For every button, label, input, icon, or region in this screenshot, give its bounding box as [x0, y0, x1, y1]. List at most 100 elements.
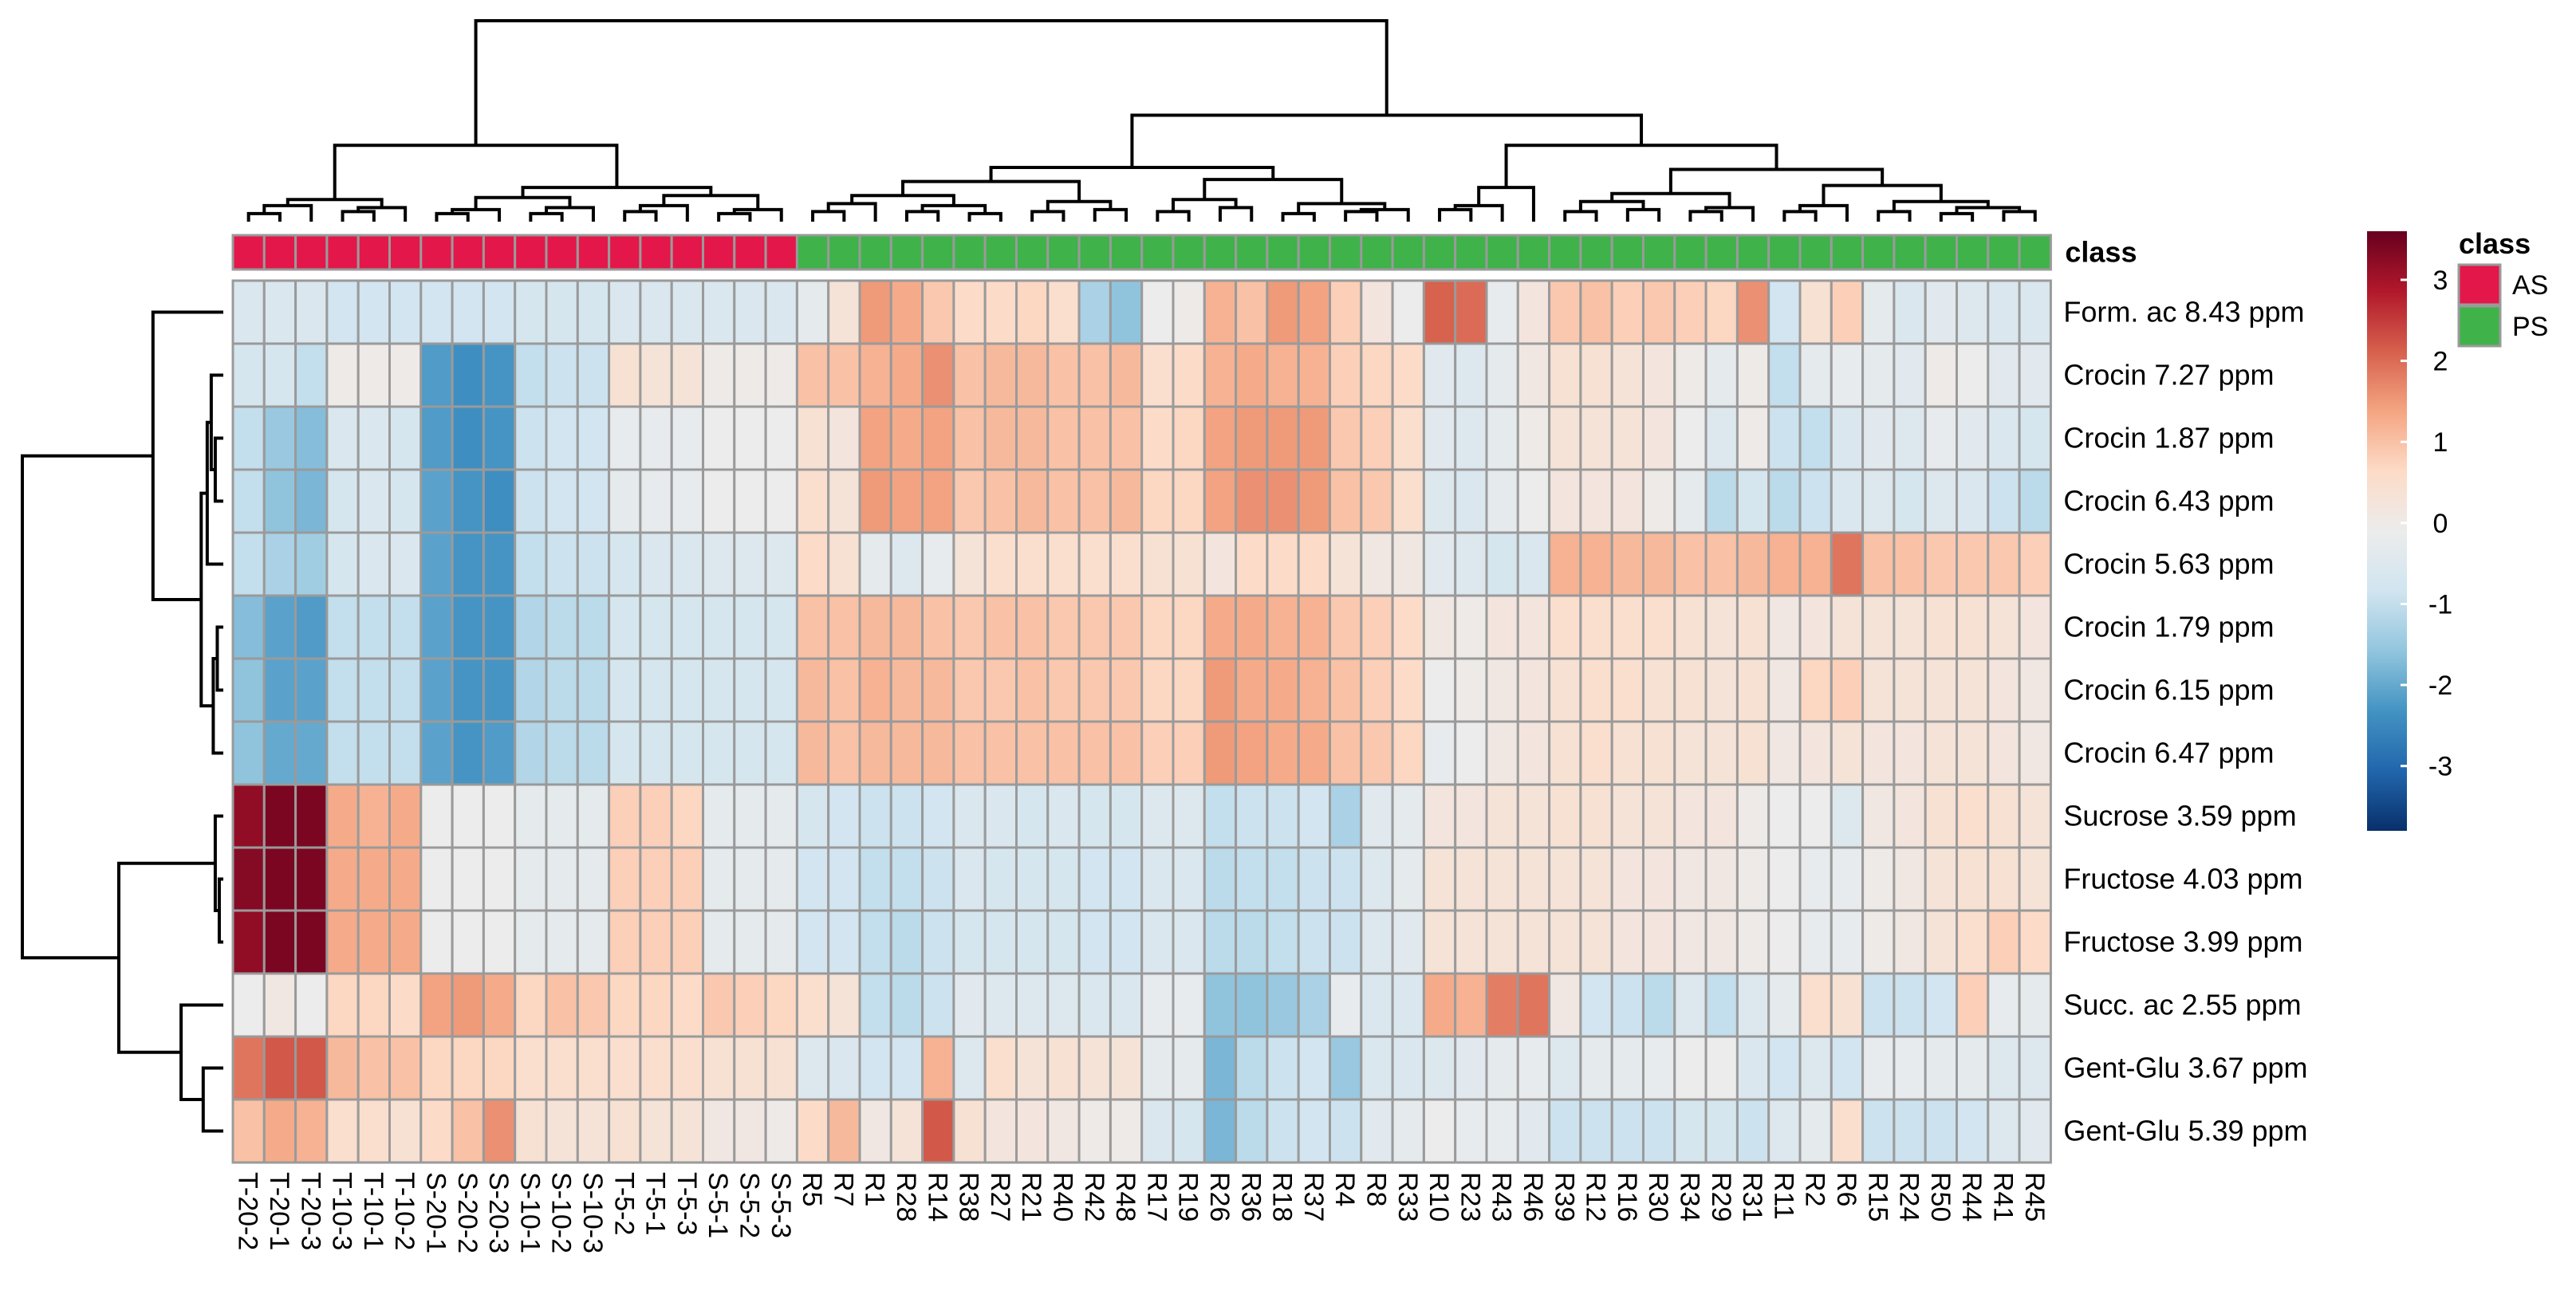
cell-crocin-6-43-ppm-r19	[1172, 468, 1206, 534]
cell-crocin-7-27-ppm-r15	[1861, 342, 1896, 408]
cell-fructose-4-03-ppm-s-5-2	[733, 846, 767, 912]
cell-sucrose-3-59-ppm-s-5-2	[733, 783, 767, 849]
cell-crocin-6-43-ppm-r41	[1987, 468, 2021, 534]
cell-crocin-6-43-ppm-t-10-2	[388, 468, 423, 534]
cell-fructose-3-99-ppm-t-5-1	[639, 909, 673, 975]
cell-crocin-7-27-ppm-r41	[1987, 342, 2021, 408]
col-label-r33: R33	[1392, 1172, 1423, 1222]
cell-crocin-5-63-ppm-r16	[1610, 531, 1644, 597]
cell-gent-glu-5-39-ppm-r39	[1548, 1098, 1582, 1164]
cell-fructose-3-99-ppm-r41	[1987, 909, 2021, 975]
cell-form-ac-8-43-ppm-r24	[1893, 279, 1927, 345]
cell-gent-glu-5-39-ppm-t-5-3	[670, 1098, 705, 1164]
cell-crocin-7-27-ppm-r29	[1704, 342, 1739, 408]
cell-sucrose-3-59-ppm-s-20-3	[482, 783, 517, 849]
cell-fructose-3-99-ppm-r44	[1956, 909, 1990, 975]
cell-crocin-7-27-ppm-t-20-2	[231, 342, 266, 408]
cell-sucrose-3-59-ppm-r38	[952, 783, 987, 849]
cell-sucrose-3-59-ppm-r2	[1798, 783, 1833, 849]
cell-fructose-3-99-ppm-r17	[1140, 909, 1175, 975]
dendrogram-branch	[209, 373, 223, 471]
cell-gent-glu-5-39-ppm-r46	[1516, 1098, 1551, 1164]
cell-crocin-6-47-ppm-r21	[1015, 720, 1050, 786]
cell-crocin-1-79-ppm-s-10-1	[514, 594, 548, 660]
cell-crocin-1-79-ppm-r14	[921, 594, 955, 660]
cell-form-ac-8-43-ppm-r19	[1172, 279, 1206, 345]
cell-gent-glu-5-39-ppm-t-10-1	[356, 1098, 392, 1164]
cell-succ-ac-2-55-ppm-r37	[1297, 972, 1331, 1038]
cell-fructose-3-99-ppm-r29	[1704, 909, 1739, 975]
cell-fructose-3-99-ppm-r10	[1422, 909, 1457, 975]
scale-tick-label: 0	[2433, 509, 2448, 539]
cell-fructose-4-03-ppm-r16	[1610, 846, 1644, 912]
cell-gent-glu-3-67-ppm-s-10-1	[514, 1035, 548, 1101]
cell-crocin-6-15-ppm-r2	[1798, 657, 1833, 723]
cell-crocin-6-43-ppm-r42	[1077, 468, 1112, 534]
cell-gent-glu-5-39-ppm-r24	[1893, 1098, 1927, 1164]
dendrogram-branch	[246, 211, 282, 222]
dendrogram-branch	[1798, 203, 1849, 222]
cell-crocin-7-27-ppm-r37	[1297, 342, 1331, 408]
cell-crocin-1-79-ppm-r44	[1956, 594, 1990, 660]
cell-crocin-7-27-ppm-r46	[1516, 342, 1551, 408]
color-scale-ticks: 3 2 1 0 -1 -2 -3	[2401, 266, 2452, 782]
cell-crocin-5-63-ppm-r33	[1391, 531, 1425, 597]
cell-crocin-1-87-ppm-r37	[1297, 405, 1331, 471]
cell-form-ac-8-43-ppm-t-5-2	[608, 279, 642, 345]
cell-crocin-7-27-ppm-r19	[1172, 342, 1206, 408]
cell-crocin-7-27-ppm-r48	[1109, 342, 1144, 408]
class-cell-r6	[1830, 234, 1865, 271]
col-label-r38: R38	[954, 1172, 984, 1222]
cell-crocin-5-63-ppm-t-20-2	[231, 531, 266, 597]
row-label-crocin-6-43-ppm: Crocin 6.43 ppm	[2063, 485, 2274, 517]
cell-crocin-6-47-ppm-r29	[1704, 720, 1739, 786]
cell-fructose-3-99-ppm-r38	[952, 909, 987, 975]
cell-succ-ac-2-55-ppm-s-10-2	[545, 972, 579, 1038]
cell-fructose-4-03-ppm-t-5-2	[608, 846, 642, 912]
cell-fructose-4-03-ppm-r17	[1140, 846, 1175, 912]
cell-form-ac-8-43-ppm-t-20-2	[231, 279, 266, 345]
cell-gent-glu-5-39-ppm-r28	[889, 1098, 924, 1164]
cell-sucrose-3-59-ppm-r21	[1015, 783, 1050, 849]
class-cell-r29	[1704, 234, 1739, 271]
cell-crocin-5-63-ppm-r27	[983, 531, 1018, 597]
cell-crocin-1-79-ppm-r28	[889, 594, 924, 660]
cell-crocin-6-47-ppm-s-5-2	[733, 720, 767, 786]
cell-fructose-4-03-ppm-r28	[889, 846, 924, 912]
cell-succ-ac-2-55-ppm-r24	[1893, 972, 1927, 1038]
cell-fructose-4-03-ppm-r31	[1735, 846, 1771, 912]
cell-fructose-3-99-ppm-s-10-3	[576, 909, 611, 975]
cell-crocin-6-47-ppm-r46	[1516, 720, 1551, 786]
cell-succ-ac-2-55-ppm-s-5-3	[764, 972, 798, 1038]
cell-sucrose-3-59-ppm-r31	[1735, 783, 1771, 849]
cell-gent-glu-3-67-ppm-s-20-3	[482, 1035, 517, 1101]
scale-tick-label: 1	[2433, 427, 2448, 458]
cell-crocin-7-27-ppm-r38	[952, 342, 987, 408]
cell-sucrose-3-59-ppm-s-10-2	[545, 783, 579, 849]
cell-crocin-6-47-ppm-t-10-2	[388, 720, 423, 786]
cell-form-ac-8-43-ppm-r2	[1798, 279, 1833, 345]
cell-crocin-6-43-ppm-r8	[1360, 468, 1394, 534]
cell-crocin-6-43-ppm-r18	[1266, 468, 1300, 534]
cell-form-ac-8-43-ppm-r37	[1297, 279, 1331, 345]
cell-crocin-1-79-ppm-r31	[1735, 594, 1771, 660]
class-cell-t-5-3	[670, 234, 705, 271]
cell-crocin-1-87-ppm-r26	[1203, 405, 1238, 471]
cell-fructose-3-99-ppm-r30	[1642, 909, 1676, 975]
cell-sucrose-3-59-ppm-s-10-3	[576, 783, 611, 849]
cell-crocin-6-15-ppm-r10	[1422, 657, 1457, 723]
cell-crocin-5-63-ppm-s-10-2	[545, 531, 579, 597]
cell-gent-glu-5-39-ppm-r38	[952, 1098, 987, 1164]
col-label-r37: R37	[1298, 1172, 1329, 1222]
cell-crocin-1-87-ppm-r40	[1046, 405, 1081, 471]
row-label-form-ac-8-43-ppm: Form. ac 8.43 ppm	[2063, 296, 2304, 328]
cell-fructose-3-99-ppm-r16	[1610, 909, 1644, 975]
class-legend-entries: AS PS	[2457, 263, 2548, 348]
cell-gent-glu-3-67-ppm-r50	[1924, 1035, 1958, 1101]
cell-gent-glu-3-67-ppm-r19	[1172, 1035, 1206, 1101]
cell-form-ac-8-43-ppm-s-10-2	[545, 279, 579, 345]
dendrogram-branch	[1453, 203, 1504, 222]
cell-crocin-6-43-ppm-r12	[1579, 468, 1613, 534]
cell-crocin-1-79-ppm-t-20-3	[294, 594, 329, 660]
cell-succ-ac-2-55-ppm-r45	[2018, 972, 2052, 1038]
